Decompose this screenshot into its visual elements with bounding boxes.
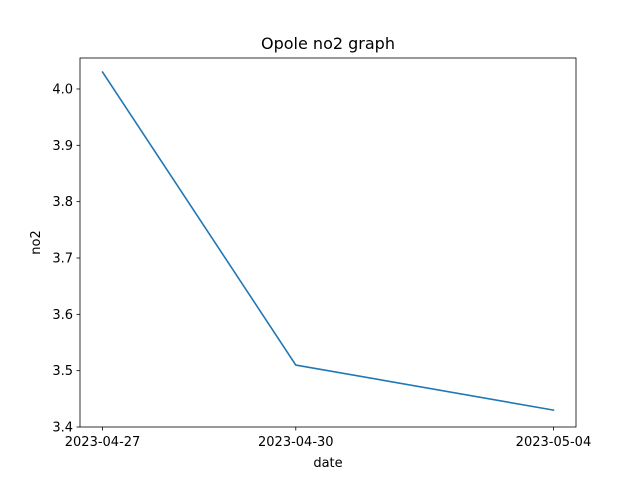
series-line-no2 <box>101 70 555 412</box>
y-tick-label: 3.5 <box>52 364 73 379</box>
y-tick-label: 3.9 <box>52 139 73 154</box>
y-tick-label: 3.8 <box>52 195 73 210</box>
plot-area-frame <box>79 57 577 428</box>
x-tick-label: 2023-05-04 <box>516 435 592 450</box>
y-axis-ticks: 3.4 3.5 3.6 3.7 3.8 3.9 4.0 <box>52 82 80 436</box>
x-axis-label: date <box>313 456 342 471</box>
x-tick-label: 2023-04-30 <box>258 435 334 450</box>
y-axis-label: no2 <box>29 230 44 254</box>
chart-title: Opole no2 graph <box>261 34 395 53</box>
y-tick-label: 4.0 <box>52 82 73 97</box>
y-tick-label: 3.7 <box>52 251 73 266</box>
y-tick-label: 3.6 <box>52 308 73 323</box>
x-tick-label: 2023-04-27 <box>65 435 141 450</box>
x-axis-ticks: 2023-04-27 2023-04-30 2023-05-04 <box>65 427 591 450</box>
y-tick-label: 3.4 <box>52 421 73 436</box>
